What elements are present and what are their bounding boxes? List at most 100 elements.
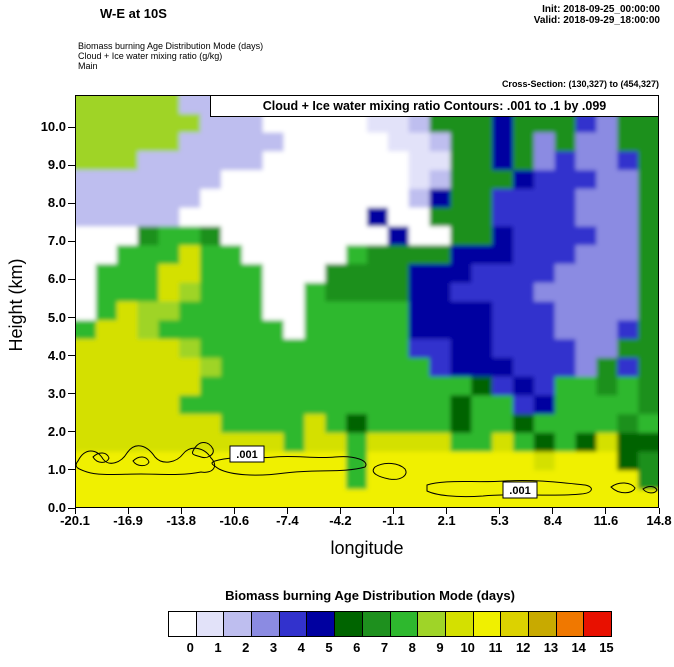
colorbar-tick-label: 13 — [543, 640, 559, 655]
heatmap-cell — [429, 451, 452, 472]
heatmap-cell — [450, 151, 472, 171]
heatmap-cell — [346, 282, 368, 303]
heatmap-cell — [346, 451, 368, 472]
heatmap-cell — [158, 113, 180, 134]
heatmap-cell — [533, 170, 556, 190]
colorbar-cell — [417, 611, 446, 637]
heatmap-cell — [346, 470, 368, 490]
x-tick-mark — [233, 508, 235, 514]
heatmap-cell — [638, 376, 659, 397]
heatmap-cell — [95, 376, 118, 397]
heatmap-cell — [95, 132, 118, 153]
heatmap-cell — [116, 132, 139, 153]
cross-section-info: Cross-Section: (130,327) to (454,327) — [501, 79, 659, 89]
heatmap-cell — [513, 432, 535, 453]
heatmap-cell — [75, 245, 97, 265]
heatmap-cell — [283, 432, 306, 453]
heatmap-cell — [137, 170, 160, 190]
heatmap-cell — [116, 226, 139, 246]
colorbar-cell — [251, 611, 280, 637]
heatmap-cell — [387, 151, 410, 171]
heatmap-cell — [554, 188, 577, 209]
heatmap-cell — [179, 151, 201, 171]
heatmap-cell — [262, 263, 285, 284]
heatmap-cell — [325, 357, 347, 378]
x-tick-mark — [127, 508, 129, 514]
colorbar-cell — [555, 611, 585, 637]
heatmap-cell — [116, 376, 139, 397]
heatmap-cell — [158, 376, 180, 397]
contour-title-box: Cloud + Ice water mixing ratio Contours:… — [210, 95, 659, 117]
heatmap-cell — [283, 245, 306, 265]
heatmap-cell — [471, 395, 493, 415]
heatmap-cell — [387, 263, 410, 284]
heatmap-cell — [596, 263, 618, 284]
heatmap-cell — [533, 414, 556, 434]
heatmap-cell — [387, 301, 410, 321]
heatmap-cell — [387, 113, 410, 134]
y-tick-label: 5.0 — [47, 309, 66, 325]
heatmap-cell — [429, 376, 452, 397]
y-tick-mark — [68, 317, 75, 318]
heatmap-cell — [513, 357, 535, 378]
x-tick-mark — [499, 508, 501, 514]
heatmap-cell — [116, 301, 139, 321]
heatmap-cell — [221, 470, 243, 490]
heatmap-cell — [241, 301, 264, 321]
heatmap-cell — [179, 263, 201, 284]
init-timestamp: Init: 2018-09-25_00:00:00 — [542, 4, 660, 15]
heatmap-cell — [450, 339, 472, 359]
heatmap-cell — [492, 263, 514, 284]
heatmap-cell — [304, 226, 326, 246]
heatmap-cell — [596, 395, 618, 415]
heatmap-cell — [304, 151, 326, 171]
heatmap-cell — [617, 226, 639, 246]
heatmap-cell — [617, 245, 639, 265]
heatmap-cell — [367, 282, 389, 303]
heatmap-cell — [158, 470, 180, 490]
timestamp-block: Init: 2018-09-25_00:00:00 Valid: 2018-09… — [534, 4, 660, 26]
heatmap-cell — [575, 432, 598, 453]
heatmap-cells — [75, 95, 659, 508]
heatmap-cell — [408, 170, 431, 190]
heatmap-cell — [596, 414, 618, 434]
heatmap-cell — [304, 432, 326, 453]
heatmap-cell — [596, 113, 618, 134]
heatmap-cell — [241, 414, 264, 434]
heatmap-cell — [283, 395, 306, 415]
heatmap-cell — [471, 320, 493, 340]
heatmap-cell — [533, 470, 556, 490]
heatmap-cell — [596, 357, 618, 378]
heatmap-cell — [492, 226, 514, 246]
heatmap-cell — [221, 489, 243, 508]
heatmap-cell — [325, 188, 347, 209]
heatmap-cell — [429, 357, 452, 378]
heatmap-cell — [179, 113, 201, 134]
heatmap-cell — [304, 414, 326, 434]
heatmap-cell — [408, 301, 431, 321]
heatmap-cell — [200, 207, 222, 228]
colorbar-tick-label: 3 — [269, 640, 278, 655]
y-tick-mark — [68, 431, 75, 433]
x-tick-mark — [180, 508, 182, 514]
heatmap-cell — [116, 245, 139, 265]
heatmap-cell — [283, 451, 306, 472]
heatmap-cell — [75, 301, 97, 321]
heatmap-cell — [554, 282, 577, 303]
heatmap-cell — [221, 414, 243, 434]
heatmap-cell — [158, 320, 180, 340]
heatmap-cell — [387, 414, 410, 434]
heatmap-cell — [429, 170, 452, 190]
heatmap-cell — [95, 301, 118, 321]
heatmap-cell — [283, 301, 306, 321]
contour-label-box — [229, 445, 265, 463]
heatmap-cell — [575, 113, 598, 134]
heatmap-cell — [179, 489, 201, 508]
x-tick-mark — [552, 508, 554, 514]
heatmap-cell — [429, 414, 452, 434]
colorbar-cell — [334, 611, 363, 637]
heatmap-cell — [179, 320, 201, 340]
heatmap-cell — [200, 470, 222, 490]
heatmap-cell — [596, 339, 618, 359]
heatmap-cell — [513, 451, 535, 472]
